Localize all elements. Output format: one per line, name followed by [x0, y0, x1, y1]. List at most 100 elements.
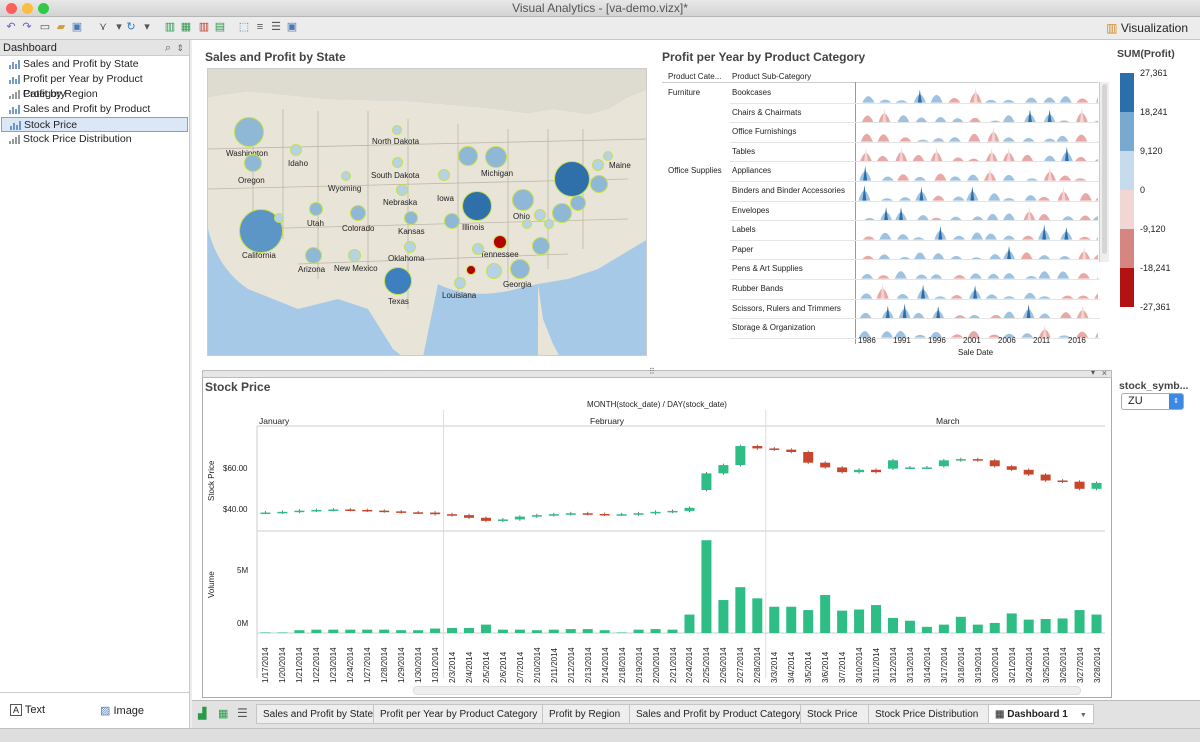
map-bubble[interactable]	[309, 202, 323, 216]
state-label: Nebraska	[383, 198, 418, 207]
date-tick: 2/11/2014	[549, 648, 559, 683]
tab-stock-distribution[interactable]: Stock Price Distribution▼	[868, 704, 1005, 724]
refresh-icon[interactable]: ↻	[126, 21, 136, 33]
horizon-area	[969, 273, 982, 279]
layout-icon[interactable]: ▤	[214, 21, 226, 33]
add-table-icon[interactable]: ▦	[180, 21, 192, 33]
undo-icon[interactable]: ↶	[6, 21, 16, 33]
redo-icon[interactable]: ↷	[22, 21, 32, 33]
horizon-area	[897, 114, 910, 123]
sidebar-item-profit-per-year[interactable]: Profit per Year by Product Category	[1, 72, 188, 100]
scrollbar-thumb[interactable]	[1102, 84, 1107, 254]
map-bubble[interactable]	[554, 161, 590, 197]
map-bubble[interactable]	[438, 169, 450, 181]
map-bubble[interactable]	[396, 184, 408, 196]
remove-chart-icon[interactable]: ▥	[198, 21, 210, 33]
us-map[interactable]: Washington Oregon Idaho California North…	[207, 68, 647, 356]
map-bubble[interactable]	[486, 263, 502, 279]
map-bubble[interactable]	[510, 259, 530, 279]
map-bubble[interactable]	[274, 213, 284, 223]
tab-sales-profit-category[interactable]: Sales and Profit by Product Category▼	[629, 704, 827, 724]
map-bubble[interactable]	[244, 154, 262, 172]
minimize-window-button[interactable]	[22, 3, 33, 14]
search-icon[interactable]: ⌕	[164, 42, 171, 54]
tab-dashboard-1[interactable]: ▦ Dashboard 1 ▼	[988, 704, 1094, 724]
save-icon[interactable]: ▣	[71, 21, 83, 33]
map-bubble[interactable]	[404, 241, 416, 253]
map-bubble[interactable]	[603, 151, 613, 161]
tab-profit-per-year[interactable]: Profit per Year by Product Category▼	[373, 704, 564, 724]
horizon-subcategory-label: Envelopes	[732, 205, 770, 215]
horizon-subcategory-label: Storage & Organization	[732, 323, 816, 333]
horizon-area	[915, 117, 928, 123]
map-bubble[interactable]	[493, 235, 507, 249]
map-bubble[interactable]	[384, 267, 412, 295]
list-sheets-icon[interactable]: ☰	[237, 706, 248, 720]
horizon-area	[1076, 98, 1089, 103]
add-chart-icon[interactable]: ▥	[164, 21, 176, 33]
drag-handle-icon[interactable]: ⠿	[649, 367, 655, 376]
add-dashboard-icon[interactable]: ▦	[218, 708, 229, 720]
candle-body	[854, 469, 865, 473]
map-bubble[interactable]	[472, 243, 484, 255]
add-image-button[interactable]: ▨ Image	[100, 705, 145, 717]
state-label: Texas	[388, 297, 409, 306]
map-bubble[interactable]	[305, 247, 322, 264]
dropdown-icon-2[interactable]: ▾	[144, 21, 150, 33]
format-icon[interactable]: ⋎	[98, 21, 108, 33]
volume-bar	[735, 587, 746, 633]
date-tick: 1/23/2014	[329, 647, 339, 683]
close-window-button[interactable]	[6, 3, 17, 14]
map-bubble[interactable]	[290, 144, 302, 156]
map-bubble[interactable]	[444, 213, 460, 229]
add-text-button[interactable]: A Text	[10, 704, 45, 716]
map-bubble[interactable]	[454, 277, 466, 289]
panel-drag-bar[interactable]: ⠿ ▾ ×	[202, 367, 1112, 378]
map-bubble[interactable]	[534, 209, 546, 221]
visualization-button[interactable]: ▥ Visualization	[1106, 21, 1188, 35]
map-bubble[interactable]	[458, 146, 478, 166]
close-icon[interactable]: ×	[1101, 368, 1107, 378]
sort-icon[interactable]: ☰	[271, 21, 281, 33]
horizon-chart[interactable]: Product Cate... Product Sub-Category Fur…	[662, 68, 1110, 360]
stock-chart[interactable]	[203, 378, 1113, 698]
map-bubble[interactable]	[466, 265, 476, 275]
sidebar-item-profit-region[interactable]: Profit by Region	[1, 87, 188, 102]
map-bubble[interactable]	[404, 211, 418, 225]
horizontal-scrollbar[interactable]	[413, 686, 1081, 695]
map-bubble[interactable]	[544, 219, 554, 229]
align-icon[interactable]: ≡	[256, 21, 264, 33]
map-bubble[interactable]	[590, 175, 608, 193]
stock-symbol-select[interactable]: ZU ⇕	[1121, 393, 1184, 410]
tab-dropdown-icon[interactable]: ▼	[1079, 712, 1087, 719]
map-bubble[interactable]	[570, 195, 586, 211]
map-bubble[interactable]	[350, 205, 366, 221]
select-icon[interactable]: ⬚	[238, 21, 250, 33]
map-bubble[interactable]	[552, 203, 572, 223]
map-bubble[interactable]	[485, 146, 507, 168]
open-folder-icon[interactable]: ▰	[56, 21, 66, 33]
new-file-icon[interactable]: ▭	[39, 21, 51, 33]
map-bubble[interactable]	[341, 171, 351, 181]
map-bubble[interactable]	[234, 117, 264, 147]
map-bubble[interactable]	[512, 189, 534, 211]
horizon-scrollbar[interactable]	[1099, 82, 1109, 262]
grid-icon[interactable]: ▣	[286, 21, 298, 33]
maximize-window-button[interactable]	[38, 3, 49, 14]
dropdown-icon[interactable]: ▾	[116, 21, 122, 33]
map-bubble[interactable]	[522, 219, 532, 229]
map-bubble[interactable]	[462, 191, 492, 221]
sort-updown-icon[interactable]: ⇕	[176, 43, 184, 53]
sidebar-item-stock-price[interactable]: Stock Price	[1, 117, 188, 132]
sidebar-item-sales-profit-category[interactable]: Sales and Profit by Product Category	[1, 102, 188, 130]
sidebar-item-sales-profit-state[interactable]: Sales and Profit by State	[1, 57, 188, 72]
map-bubble[interactable]	[392, 125, 402, 135]
add-sheet-icon[interactable]: ▟	[198, 708, 207, 720]
map-bubble[interactable]	[348, 249, 361, 262]
map-bubble[interactable]	[392, 157, 403, 168]
map-bubble[interactable]	[592, 159, 604, 171]
sidebar-item-stock-distribution[interactable]: Stock Price Distribution	[1, 132, 188, 147]
map-bubble[interactable]	[532, 237, 550, 255]
date-tick: 3/13/2014	[905, 647, 915, 683]
collapse-icon[interactable]: ▾	[1090, 368, 1095, 377]
